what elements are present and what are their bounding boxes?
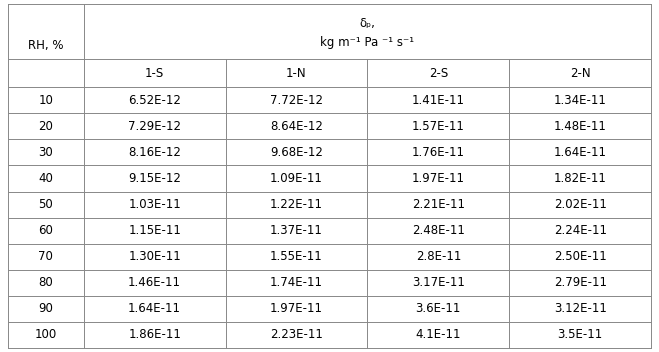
Text: 10: 10 bbox=[38, 94, 53, 107]
Text: 8.16E-12: 8.16E-12 bbox=[129, 146, 181, 159]
Text: 2.24E-11: 2.24E-11 bbox=[554, 224, 607, 237]
Text: 90: 90 bbox=[38, 302, 53, 315]
Text: kg m⁻¹ Pa ⁻¹ s⁻¹: kg m⁻¹ Pa ⁻¹ s⁻¹ bbox=[320, 36, 415, 49]
Text: 4.1E-11: 4.1E-11 bbox=[416, 328, 461, 341]
Text: 2-S: 2-S bbox=[429, 67, 448, 80]
Text: 9.15E-12: 9.15E-12 bbox=[129, 172, 181, 185]
Text: 2.23E-11: 2.23E-11 bbox=[270, 328, 323, 341]
Text: 7.29E-12: 7.29E-12 bbox=[128, 120, 181, 133]
Text: 50: 50 bbox=[38, 198, 53, 211]
Text: RH, %: RH, % bbox=[28, 39, 63, 52]
Text: 1.57E-11: 1.57E-11 bbox=[412, 120, 465, 133]
Text: 1.37E-11: 1.37E-11 bbox=[270, 224, 323, 237]
Text: 40: 40 bbox=[38, 172, 53, 185]
Text: 1.82E-11: 1.82E-11 bbox=[554, 172, 606, 185]
Text: 9.68E-12: 9.68E-12 bbox=[270, 146, 323, 159]
Text: 80: 80 bbox=[38, 276, 53, 289]
Text: 1.46E-11: 1.46E-11 bbox=[128, 276, 181, 289]
Text: 3.6E-11: 3.6E-11 bbox=[416, 302, 461, 315]
Text: 3.5E-11: 3.5E-11 bbox=[558, 328, 603, 341]
Text: 100: 100 bbox=[35, 328, 57, 341]
Text: 2.50E-11: 2.50E-11 bbox=[554, 250, 606, 263]
Text: 2-N: 2-N bbox=[570, 67, 590, 80]
Text: 1.09E-11: 1.09E-11 bbox=[270, 172, 323, 185]
Text: 1.03E-11: 1.03E-11 bbox=[129, 198, 181, 211]
Text: 1.64E-11: 1.64E-11 bbox=[554, 146, 607, 159]
Text: 1-N: 1-N bbox=[286, 67, 307, 80]
Text: 8.64E-12: 8.64E-12 bbox=[270, 120, 323, 133]
Text: 1.22E-11: 1.22E-11 bbox=[270, 198, 323, 211]
Text: 30: 30 bbox=[38, 146, 53, 159]
Text: 1.97E-11: 1.97E-11 bbox=[270, 302, 323, 315]
Text: 1-S: 1-S bbox=[145, 67, 164, 80]
Text: 70: 70 bbox=[38, 250, 53, 263]
Text: 1.64E-11: 1.64E-11 bbox=[128, 302, 181, 315]
Text: 3.12E-11: 3.12E-11 bbox=[554, 302, 606, 315]
Text: 2.02E-11: 2.02E-11 bbox=[554, 198, 606, 211]
Text: 1.97E-11: 1.97E-11 bbox=[412, 172, 465, 185]
Text: 1.34E-11: 1.34E-11 bbox=[554, 94, 606, 107]
Text: 2.8E-11: 2.8E-11 bbox=[416, 250, 461, 263]
Text: δₚ,: δₚ, bbox=[359, 17, 376, 30]
Text: 2.21E-11: 2.21E-11 bbox=[412, 198, 465, 211]
Text: 1.30E-11: 1.30E-11 bbox=[129, 250, 181, 263]
Text: 6.52E-12: 6.52E-12 bbox=[129, 94, 181, 107]
Text: 7.72E-12: 7.72E-12 bbox=[270, 94, 323, 107]
Text: 1.48E-11: 1.48E-11 bbox=[554, 120, 606, 133]
Text: 1.76E-11: 1.76E-11 bbox=[412, 146, 465, 159]
Text: 1.41E-11: 1.41E-11 bbox=[412, 94, 465, 107]
Text: 2.48E-11: 2.48E-11 bbox=[412, 224, 465, 237]
Text: 1.74E-11: 1.74E-11 bbox=[270, 276, 323, 289]
Text: 3.17E-11: 3.17E-11 bbox=[412, 276, 465, 289]
Text: 1.15E-11: 1.15E-11 bbox=[129, 224, 181, 237]
Text: 60: 60 bbox=[38, 224, 53, 237]
Text: 1.86E-11: 1.86E-11 bbox=[129, 328, 181, 341]
Text: 20: 20 bbox=[38, 120, 53, 133]
Text: 1.55E-11: 1.55E-11 bbox=[270, 250, 323, 263]
Text: 2.79E-11: 2.79E-11 bbox=[554, 276, 607, 289]
